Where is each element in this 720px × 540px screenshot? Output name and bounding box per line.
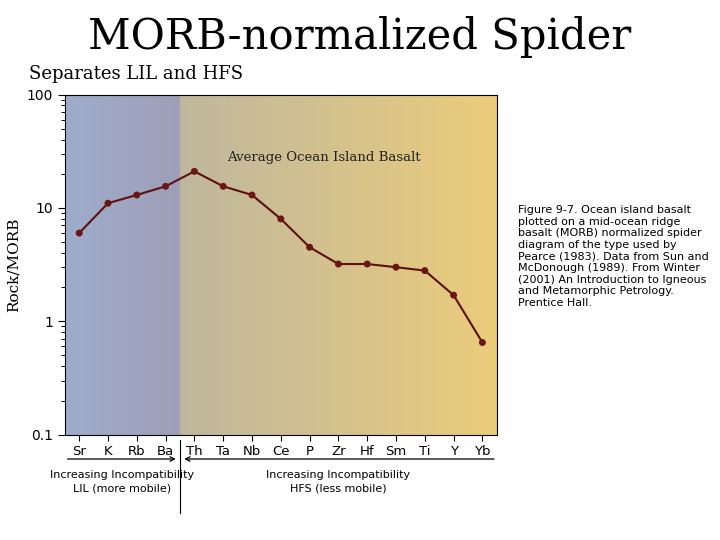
Point — [419, 266, 431, 275]
Text: Increasing Incompatibility: Increasing Incompatibility — [266, 470, 410, 480]
Text: LIL (more mobile): LIL (more mobile) — [73, 483, 171, 494]
Point — [160, 182, 171, 191]
Point — [189, 167, 200, 176]
Point — [333, 260, 344, 268]
Point — [102, 199, 114, 207]
Point — [246, 191, 258, 199]
Text: Average Ocean Island Basalt: Average Ocean Island Basalt — [228, 151, 420, 164]
Text: MORB-normalized Spider: MORB-normalized Spider — [89, 16, 631, 58]
Point — [361, 260, 373, 268]
Point — [477, 338, 488, 347]
Point — [275, 214, 287, 223]
Point — [217, 182, 229, 191]
Y-axis label: Rock/MORB: Rock/MORB — [7, 218, 21, 312]
Text: Separates LIL and HFS: Separates LIL and HFS — [29, 65, 243, 83]
Point — [131, 191, 143, 199]
Point — [448, 291, 459, 300]
Text: Increasing Incompatibility: Increasing Incompatibility — [50, 470, 194, 480]
Text: Figure 9-7. Ocean island basalt
plotted on a mid-ocean ridge
basalt (MORB) norma: Figure 9-7. Ocean island basalt plotted … — [518, 205, 709, 308]
Text: HFS (less mobile): HFS (less mobile) — [290, 483, 387, 494]
Point — [390, 263, 402, 272]
Point — [73, 229, 85, 238]
Point — [304, 243, 315, 252]
